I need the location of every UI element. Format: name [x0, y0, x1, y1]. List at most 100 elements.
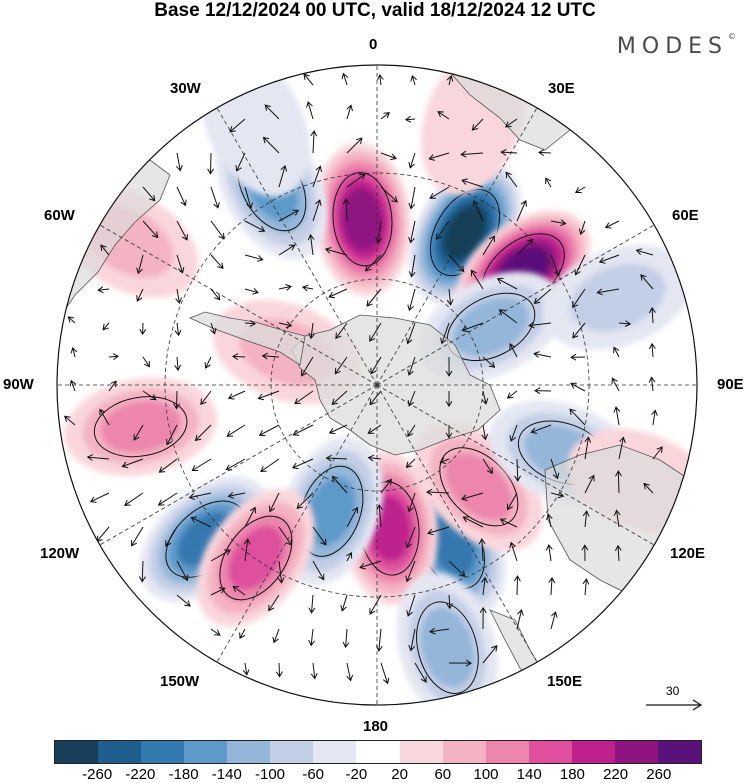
wind-arrow [509, 424, 518, 442]
wind-arrow [407, 288, 416, 312]
wind-arrow [614, 544, 622, 562]
wind-arrow [615, 470, 622, 494]
wind-arrow [498, 309, 518, 324]
wind-arrow [380, 186, 398, 203]
wind-arrow [176, 594, 191, 607]
meridian-line [94, 221, 378, 386]
wind-arrow [448, 659, 472, 667]
wind-arrow [461, 322, 484, 333]
wind-arrow [410, 74, 417, 86]
wind-arrow [277, 560, 285, 584]
wind-arrow [648, 376, 656, 392]
wind-arrow [429, 627, 450, 635]
wind-arrow [235, 152, 246, 172]
wind-arrow [635, 248, 654, 256]
wind-arrow [291, 458, 314, 470]
wind-arrow [108, 353, 120, 361]
wind-arrow [428, 152, 450, 161]
wind-arrow [226, 424, 246, 437]
wind-arrow [340, 594, 348, 612]
wind-arrow [346, 104, 353, 120]
wind-arrow [408, 628, 416, 652]
wind-arrow [461, 178, 484, 188]
colorbar-swatch [270, 741, 314, 763]
wind-arrow [136, 254, 144, 275]
wind-arrow [142, 390, 157, 401]
wind-arrow [550, 491, 565, 499]
wind-arrow [448, 560, 466, 577]
anomaly-contour-line [219, 515, 293, 601]
wind-arrow [380, 152, 397, 161]
wind-arrow [505, 171, 518, 188]
reference-vector [646, 699, 703, 711]
wind-arrow [406, 594, 416, 617]
wind-arrow [328, 288, 348, 299]
wind-arrow [67, 316, 76, 324]
wind-arrow [176, 152, 183, 172]
wind-arrow [516, 609, 524, 630]
meridian-line [376, 384, 660, 549]
wind-arrow [210, 587, 226, 596]
wind-arrow [380, 112, 391, 120]
wind-arrow [174, 356, 182, 372]
wind-arrow [581, 544, 589, 562]
lon-label-60e: 60E [672, 207, 699, 224]
wind-arrow [346, 662, 354, 682]
wind-arrow [262, 136, 280, 154]
colorbar-swatch [442, 741, 486, 763]
wind-arrow [643, 482, 654, 494]
anomaly-contour-line [439, 447, 519, 527]
lon-label-150w: 150W [160, 673, 200, 690]
wind-arrow [407, 390, 416, 407]
colorbar-swatch [399, 741, 443, 763]
wind-arrow [63, 415, 76, 426]
wind-arrow [188, 492, 212, 500]
wind-arrow [375, 628, 383, 652]
wind-arrow [210, 220, 225, 240]
brand-text: MODES [616, 34, 728, 59]
wind-arrow [296, 492, 314, 509]
wind-arrow [370, 356, 382, 375]
wind-arrow [366, 288, 382, 307]
wind-arrow [436, 220, 450, 240]
wind-arrow [278, 284, 292, 291]
meridian-line [94, 384, 378, 549]
wind-arrow [243, 538, 251, 562]
wind-arrow [408, 220, 416, 244]
wind-arrow [86, 454, 110, 461]
wind-arrow [89, 492, 110, 503]
colorbar-swatch [55, 741, 99, 763]
colorbar-tick-label: -140 [211, 766, 242, 783]
anomaly-field [57, 65, 697, 705]
colorbar-tick-label: 60 [434, 766, 452, 783]
wind-arrow [408, 186, 416, 210]
wind-arrow [331, 390, 348, 406]
colorbar-swatch [614, 741, 658, 763]
wind-arrow [482, 356, 496, 368]
wind-arrow [210, 288, 221, 301]
colorbar-tick-label: 140 [516, 766, 542, 783]
anomaly-contour [445, 453, 513, 521]
wind-vectors [63, 72, 663, 685]
wind-arrow [244, 288, 259, 295]
lon-label-30w: 30W [170, 80, 201, 97]
wind-arrow [618, 436, 626, 460]
wind-arrow [157, 492, 178, 506]
lon-label-30e: 30E [548, 80, 575, 97]
wind-arrow [533, 288, 552, 305]
map-boundary [56, 64, 698, 706]
wind-arrow [307, 233, 315, 256]
wind-arrow [278, 209, 300, 222]
wind-arrow [173, 390, 181, 410]
lon-label-60w: 60W [44, 207, 75, 224]
wind-arrow [613, 346, 620, 358]
wind-arrow [294, 390, 314, 405]
lon-label-90w: 90W [3, 376, 34, 393]
wind-arrow [481, 424, 489, 441]
wind-arrow [545, 543, 553, 562]
wind-arrow [174, 322, 182, 337]
anomaly-center [314, 142, 411, 297]
wind-arrow [534, 387, 552, 395]
modes-logo: MODES© [616, 32, 736, 59]
